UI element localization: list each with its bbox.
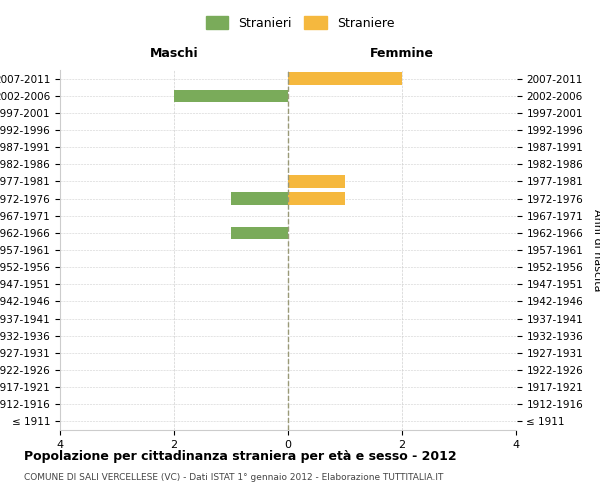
Bar: [174, 90, 288, 102]
Text: Femmine: Femmine: [370, 47, 434, 60]
Bar: [231, 192, 288, 204]
Text: COMUNE DI SALI VERCELLESE (VC) - Dati ISTAT 1° gennaio 2012 - Elaborazione TUTTI: COMUNE DI SALI VERCELLESE (VC) - Dati IS…: [24, 472, 443, 482]
Text: Popolazione per cittadinanza straniera per età e sesso - 2012: Popolazione per cittadinanza straniera p…: [24, 450, 457, 463]
Text: Maschi: Maschi: [149, 47, 199, 60]
Bar: [288, 176, 345, 188]
Bar: [288, 192, 345, 204]
Bar: [231, 226, 288, 239]
Text: Anni di nascita: Anni di nascita: [592, 209, 600, 291]
Bar: [288, 72, 402, 85]
Legend: Stranieri, Straniere: Stranieri, Straniere: [201, 11, 399, 35]
